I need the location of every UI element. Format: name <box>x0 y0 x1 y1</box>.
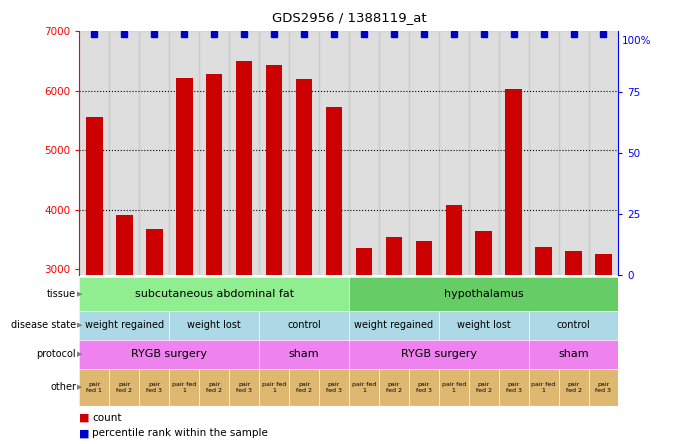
Bar <box>109 31 140 275</box>
Text: percentile rank within the sample: percentile rank within the sample <box>92 428 268 439</box>
Text: subcutaneous abdominal fat: subcutaneous abdominal fat <box>135 289 294 299</box>
Bar <box>349 31 379 275</box>
Bar <box>319 31 349 275</box>
Text: pair
fed 3: pair fed 3 <box>596 382 612 393</box>
Bar <box>199 31 229 275</box>
Text: weight lost: weight lost <box>457 320 511 330</box>
Text: RYGB surgery: RYGB surgery <box>401 349 477 359</box>
Bar <box>565 251 582 275</box>
Text: 100%: 100% <box>622 36 652 46</box>
Text: pair
fed 3: pair fed 3 <box>506 382 522 393</box>
Text: weight regained: weight regained <box>85 320 164 330</box>
Bar <box>536 247 552 275</box>
Bar <box>558 31 589 275</box>
Text: control: control <box>557 320 590 330</box>
Text: pair
fed 2: pair fed 2 <box>475 382 492 393</box>
Text: ▶: ▶ <box>77 291 83 297</box>
Bar <box>169 31 199 275</box>
Bar <box>379 31 409 275</box>
Bar <box>505 89 522 275</box>
Text: pair
fed 2: pair fed 2 <box>296 382 312 393</box>
Bar <box>176 78 193 275</box>
Bar <box>296 79 312 275</box>
Text: control: control <box>287 320 321 330</box>
Text: count: count <box>92 413 122 423</box>
Text: ■: ■ <box>79 413 90 423</box>
Text: pair
fed 2: pair fed 2 <box>116 382 133 393</box>
Bar <box>229 31 259 275</box>
Text: hypothalamus: hypothalamus <box>444 289 524 299</box>
Text: protocol: protocol <box>37 349 76 359</box>
Text: RYGB surgery: RYGB surgery <box>131 349 207 359</box>
Bar <box>439 31 468 275</box>
Text: sham: sham <box>289 349 319 359</box>
Text: pair fed
1: pair fed 1 <box>172 382 196 393</box>
Text: tissue: tissue <box>47 289 76 299</box>
Text: pair
fed 3: pair fed 3 <box>416 382 432 393</box>
Bar <box>140 31 169 275</box>
Text: pair
fed 2: pair fed 2 <box>565 382 582 393</box>
Text: ▶: ▶ <box>77 351 83 357</box>
Text: pair fed
1: pair fed 1 <box>531 382 556 393</box>
Text: pair
fed 2: pair fed 2 <box>206 382 223 393</box>
Text: GDS2956 / 1388119_at: GDS2956 / 1388119_at <box>272 12 426 24</box>
Bar <box>589 31 618 275</box>
Bar <box>116 214 133 275</box>
Text: pair fed
1: pair fed 1 <box>442 382 466 393</box>
Text: disease state: disease state <box>11 320 76 330</box>
Text: pair
fed 1: pair fed 1 <box>86 382 102 393</box>
Text: ▶: ▶ <box>77 385 83 390</box>
Bar <box>259 31 289 275</box>
Text: pair
fed 2: pair fed 2 <box>386 382 402 393</box>
Bar <box>325 107 342 275</box>
Text: ■: ■ <box>79 428 90 439</box>
Bar <box>468 31 499 275</box>
Bar <box>79 31 109 275</box>
Bar <box>206 74 223 275</box>
Bar <box>475 231 492 275</box>
Text: other: other <box>50 382 76 392</box>
Bar <box>236 61 252 275</box>
Text: ▶: ▶ <box>77 322 83 328</box>
Bar <box>409 31 439 275</box>
Text: pair fed
1: pair fed 1 <box>352 382 376 393</box>
Bar <box>86 118 103 275</box>
Text: pair
fed 3: pair fed 3 <box>236 382 252 393</box>
Text: sham: sham <box>558 349 589 359</box>
Bar <box>595 254 612 275</box>
Bar <box>499 31 529 275</box>
Bar <box>446 205 462 275</box>
Text: weight lost: weight lost <box>187 320 241 330</box>
Text: weight regained: weight regained <box>354 320 433 330</box>
Bar <box>529 31 558 275</box>
Bar <box>415 242 432 275</box>
Text: pair fed
1: pair fed 1 <box>262 382 286 393</box>
Text: pair
fed 3: pair fed 3 <box>326 382 342 393</box>
Bar <box>266 65 283 275</box>
Bar <box>146 229 162 275</box>
Bar <box>356 248 372 275</box>
Text: pair
fed 3: pair fed 3 <box>146 382 162 393</box>
Bar <box>386 237 402 275</box>
Bar <box>289 31 319 275</box>
